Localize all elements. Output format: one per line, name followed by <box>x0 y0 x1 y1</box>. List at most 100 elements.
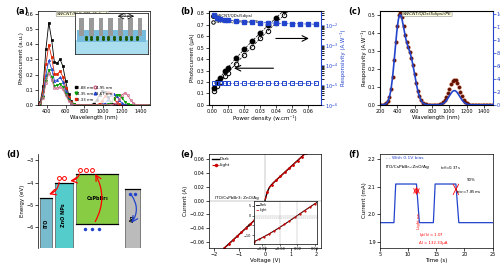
3.33 nm <box>91 103 97 106</box>
3.67 nm <box>102 101 108 105</box>
3.33 nm <box>86 103 91 106</box>
SWCNT/QDs(5dips)/PE <box>233 62 239 65</box>
4.35 nm <box>116 93 122 96</box>
3.67 nm <box>48 67 54 71</box>
3.33 nm <box>88 103 94 106</box>
Dark <box>272 179 278 183</box>
3.33 nm <box>68 101 74 104</box>
X-axis label: Voltage (V): Voltage (V) <box>250 258 280 263</box>
4.35 nm <box>144 103 150 106</box>
2.88 nm <box>125 103 131 106</box>
3.33 nm <box>130 103 136 106</box>
2.88 nm <box>94 98 100 102</box>
Text: (e): (e) <box>180 150 194 159</box>
2.88 nm <box>66 93 71 96</box>
SWCNT/QDs(5dips)/PE <box>257 37 263 40</box>
Light <box>272 179 278 183</box>
4.95 nm <box>94 103 100 106</box>
3.33 nm <box>46 43 52 46</box>
SWCNT/QDs(5dips)/PE <box>298 0 304 1</box>
3.67 nm <box>100 103 105 106</box>
3.33 nm <box>52 72 58 75</box>
Light <box>306 149 312 152</box>
X-axis label: Power density (w.cm⁻¹): Power density (w.cm⁻¹) <box>233 116 297 121</box>
4.35 nm <box>128 103 134 106</box>
2.88 nm <box>136 103 142 106</box>
4.95 nm <box>74 103 80 106</box>
Light <box>208 258 214 261</box>
3.33 nm <box>110 97 116 100</box>
Dark <box>316 139 322 143</box>
3.67 nm <box>119 102 125 105</box>
2.88 nm <box>40 84 46 87</box>
Text: Ag: Ag <box>130 215 135 222</box>
4.95 nm <box>136 103 142 106</box>
3.67 nm <box>40 93 46 96</box>
4.95 nm <box>62 94 68 97</box>
3.33 nm <box>134 103 140 106</box>
SWCNT/QDs(5dips)/PE <box>225 71 231 74</box>
4.35 nm <box>46 68 52 72</box>
Line: Light: Light <box>210 140 320 262</box>
4.95 nm <box>110 103 116 106</box>
2.88 nm <box>71 102 77 106</box>
4.35 nm <box>80 103 86 106</box>
4.35 nm <box>66 98 71 101</box>
3.33 nm <box>71 103 77 106</box>
4.35 nm <box>88 103 94 106</box>
2.88 nm <box>128 103 134 106</box>
3.67 nm <box>130 103 136 106</box>
3.33 nm <box>96 102 102 105</box>
4.95 nm <box>86 103 91 106</box>
4.95 nm <box>125 94 131 97</box>
4.95 nm <box>128 98 134 102</box>
4.95 nm <box>66 99 71 102</box>
SWCNT/QDs(5dips) <box>233 57 239 60</box>
X-axis label: Wavelength (nm): Wavelength (nm) <box>70 116 117 120</box>
3.33 nm <box>128 103 134 106</box>
Line: SWCNT/QDs(5dips): SWCNT/QDs(5dips) <box>212 0 318 90</box>
2.88 nm <box>52 61 58 64</box>
4.95 nm <box>68 102 74 105</box>
4.95 nm <box>46 72 52 75</box>
3.67 nm <box>80 103 86 106</box>
4.35 nm <box>43 79 49 83</box>
Dark <box>306 149 312 152</box>
3.67 nm <box>116 99 122 102</box>
4.95 nm <box>102 103 108 106</box>
4.95 nm <box>43 82 49 85</box>
3.67 nm <box>122 103 128 106</box>
Line: 3.33 nm: 3.33 nm <box>36 44 148 106</box>
Text: (b): (b) <box>180 7 194 16</box>
Light <box>208 258 214 262</box>
4.95 nm <box>130 101 136 105</box>
4.95 nm <box>54 87 60 90</box>
4.95 nm <box>52 87 58 90</box>
4.95 nm <box>40 96 46 99</box>
3.33 nm <box>100 99 105 102</box>
4.95 nm <box>88 103 94 106</box>
Line: 4.35 nm: 4.35 nm <box>36 69 148 106</box>
3.33 nm <box>108 92 114 95</box>
SWCNT/QDs(5dips)/PE <box>217 80 223 84</box>
4.35 nm <box>136 103 142 106</box>
SWCNT/QDs(5dips) <box>210 86 216 89</box>
SWCNT/QDs(5dips)/PE <box>274 21 280 24</box>
Dark <box>208 258 214 262</box>
3.33 nm <box>54 73 60 76</box>
4.95 nm <box>114 101 119 104</box>
Y-axis label: Responsivity (A.W⁻¹): Responsivity (A.W⁻¹) <box>340 30 346 86</box>
Y-axis label: Current (A): Current (A) <box>183 185 188 216</box>
2.88 nm <box>46 21 52 24</box>
4.35 nm <box>96 103 102 106</box>
2.88 nm <box>48 38 54 41</box>
2.88 nm <box>108 100 114 104</box>
2.88 nm <box>80 103 86 106</box>
3.33 nm <box>105 90 111 94</box>
SWCNT/QDs(5dips) <box>290 1 296 4</box>
4.95 nm <box>142 103 148 106</box>
4.35 nm <box>108 101 114 104</box>
3.67 nm <box>66 97 71 100</box>
2.88 nm <box>43 47 49 50</box>
4.35 nm <box>91 103 97 106</box>
